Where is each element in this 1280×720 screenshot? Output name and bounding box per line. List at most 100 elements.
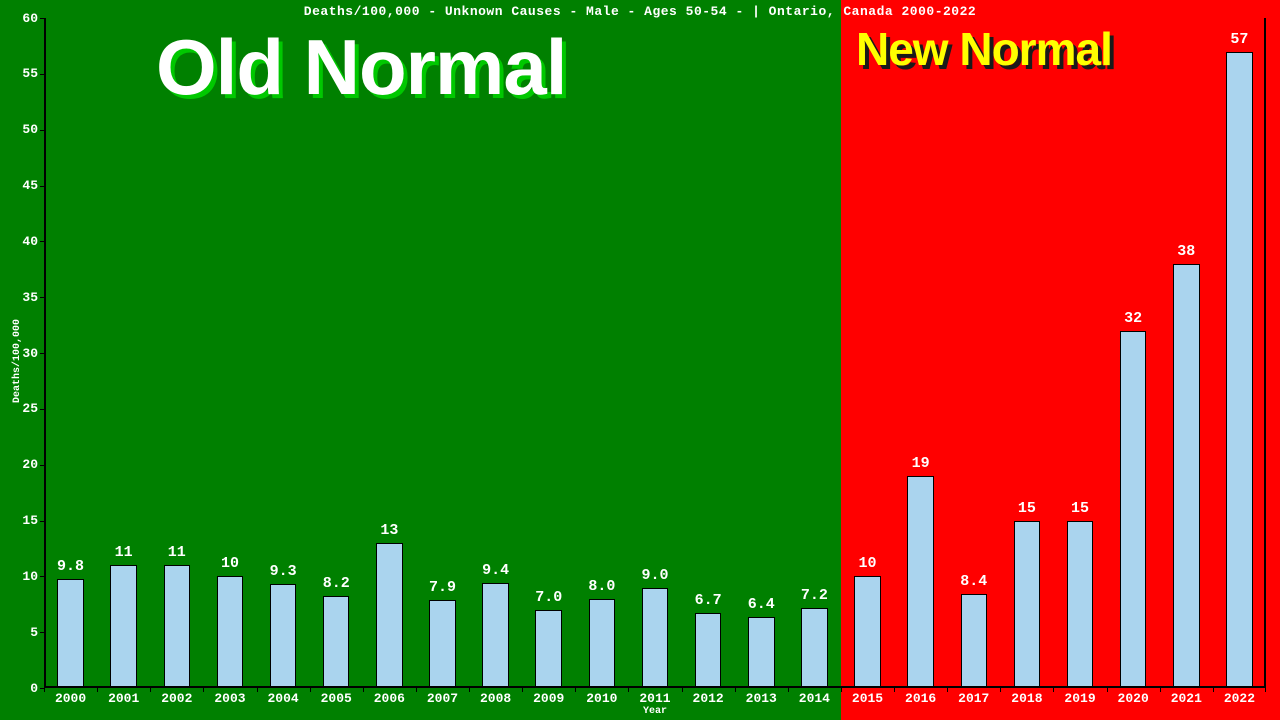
xtick-label: 2013 (735, 691, 788, 706)
bar (1067, 521, 1094, 689)
xtick-mark (469, 688, 470, 692)
ytick-mark (40, 409, 44, 410)
xtick-label: 2001 (97, 691, 150, 706)
bar (535, 610, 562, 688)
bar-value-label: 7.9 (412, 579, 472, 596)
bar (1226, 52, 1253, 689)
ytick-mark (40, 186, 44, 187)
bar-value-label: 15 (997, 500, 1057, 517)
xtick-mark (310, 688, 311, 692)
xtick-label: 2016 (894, 691, 947, 706)
ytick-mark (40, 353, 44, 354)
bar-value-label: 15 (1050, 500, 1110, 517)
bar-value-label: 11 (94, 544, 154, 561)
bar-value-label: 10 (838, 555, 898, 572)
xtick-label: 2010 (575, 691, 628, 706)
ytick-label: 25 (22, 401, 38, 416)
bar (217, 576, 244, 688)
xtick-label: 2008 (469, 691, 522, 706)
bar-value-label: 8.4 (944, 573, 1004, 590)
y-axis-line (44, 18, 46, 688)
bar-value-label: 10 (200, 555, 260, 572)
bar-value-label: 11 (147, 544, 207, 561)
xtick-mark (947, 688, 948, 692)
ytick-label: 60 (22, 11, 38, 26)
bar-value-label: 7.2 (784, 587, 844, 604)
ytick-label: 10 (22, 569, 38, 584)
ytick-label: 45 (22, 178, 38, 193)
bar (589, 599, 616, 688)
xtick-label: 2006 (363, 691, 416, 706)
ytick-mark (40, 465, 44, 466)
xtick-label: 2022 (1213, 691, 1266, 706)
bar-value-label: 9.8 (41, 558, 101, 575)
y-axis-title: Deaths/100,000 (12, 319, 23, 403)
bar-value-label: 6.4 (731, 596, 791, 613)
ytick-label: 15 (22, 513, 38, 528)
bar (429, 600, 456, 688)
bar (748, 617, 775, 688)
bar-value-label: 7.0 (519, 589, 579, 606)
bar (1173, 264, 1200, 688)
chart-container: Deaths/100,000 - Unknown Causes - Male -… (0, 0, 1280, 720)
ytick-label: 40 (22, 234, 38, 249)
ytick-label: 55 (22, 66, 38, 81)
xtick-label: 2009 (522, 691, 575, 706)
ytick-label: 20 (22, 457, 38, 472)
ytick-mark (40, 297, 44, 298)
bar (164, 565, 191, 688)
xtick-label: 2005 (310, 691, 363, 706)
bar-value-label: 8.2 (306, 575, 366, 592)
ytick-mark (40, 18, 44, 19)
x-axis-title: Year (44, 706, 1266, 717)
xtick-label: 2003 (203, 691, 256, 706)
ytick-label: 35 (22, 290, 38, 305)
bar (907, 476, 934, 688)
xtick-mark (1107, 688, 1108, 692)
xtick-mark (257, 688, 258, 692)
bar (1120, 331, 1147, 688)
xtick-mark (841, 688, 842, 692)
xtick-label: 2012 (682, 691, 735, 706)
bar (57, 579, 84, 688)
xtick-mark (682, 688, 683, 692)
ytick-mark (40, 521, 44, 522)
xtick-label: 2021 (1160, 691, 1213, 706)
xtick-mark (1265, 688, 1266, 692)
ytick-mark (40, 576, 44, 577)
plot-area (44, 18, 1266, 688)
bar (110, 565, 137, 688)
ytick-label: 50 (22, 122, 38, 137)
bar-value-label: 8.0 (572, 578, 632, 595)
bar-value-label: 32 (1103, 310, 1163, 327)
xtick-label: 2011 (628, 691, 681, 706)
bar (482, 583, 509, 688)
ytick-mark (40, 632, 44, 633)
bar (376, 543, 403, 688)
xtick-label: 2018 (1000, 691, 1053, 706)
xtick-mark (1053, 688, 1054, 692)
bar-value-label: 38 (1156, 243, 1216, 260)
xtick-label: 2004 (257, 691, 310, 706)
bar (323, 596, 350, 688)
xtick-mark (735, 688, 736, 692)
bar-value-label: 9.4 (466, 562, 526, 579)
xtick-label: 2002 (150, 691, 203, 706)
xtick-label: 2019 (1053, 691, 1106, 706)
x-axis-line (44, 686, 1266, 688)
bar-value-label: 6.7 (678, 592, 738, 609)
chart-title: Deaths/100,000 - Unknown Causes - Male -… (0, 4, 1280, 19)
xtick-label: 2017 (947, 691, 1000, 706)
xtick-mark (363, 688, 364, 692)
xtick-mark (575, 688, 576, 692)
xtick-label: 2000 (44, 691, 97, 706)
bar (695, 613, 722, 688)
y-axis-line-right (1264, 18, 1266, 688)
xtick-mark (97, 688, 98, 692)
bar (642, 588, 669, 689)
ytick-label: 0 (30, 681, 38, 696)
xtick-mark (44, 688, 45, 692)
xtick-mark (150, 688, 151, 692)
xtick-mark (522, 688, 523, 692)
xtick-mark (1213, 688, 1214, 692)
